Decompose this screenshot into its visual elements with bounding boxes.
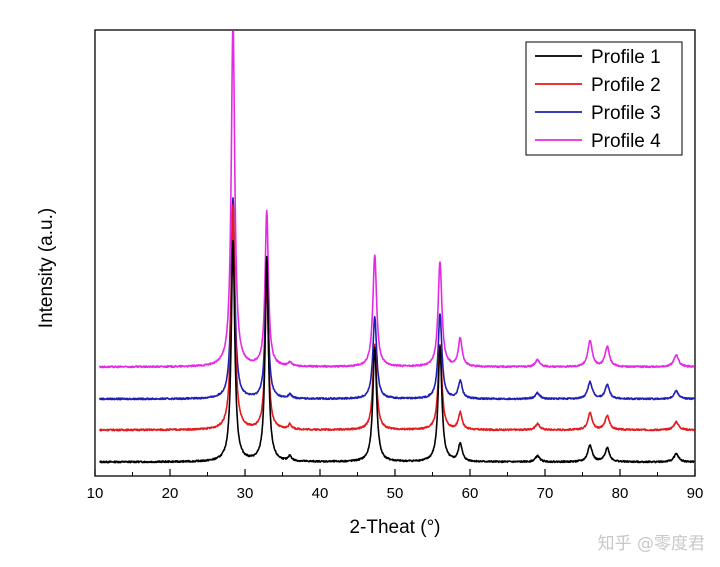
x-tick-label-60: 60 [462, 485, 479, 502]
x-tick-label-70: 70 [537, 485, 554, 502]
series-line-4 [98, 30, 695, 369]
series-line-1 [99, 239, 695, 464]
x-tick-label-30: 30 [237, 485, 254, 502]
legend: Profile 1 Profile 2 Profile 3 Profile 4 [525, 41, 683, 156]
x-axis: 10 20 30 40 50 60 70 80 90 [87, 469, 704, 502]
x-tick-label-20: 20 [162, 485, 179, 502]
series-layer [98, 30, 696, 464]
x-tick-label-90: 90 [687, 485, 704, 502]
watermark-text: 知乎 @零度君 [598, 534, 705, 554]
legend-label-3: Profile 3 [591, 103, 661, 124]
y-axis-title: Intensity (a.u.) [36, 208, 57, 328]
legend-label-1: Profile 1 [591, 47, 661, 68]
x-axis-title: 2-Theat (°) [349, 517, 440, 538]
x-tick-label-80: 80 [612, 485, 629, 502]
legend-label-2: Profile 2 [591, 75, 661, 96]
legend-label-4: Profile 4 [591, 131, 661, 152]
x-tick-label-50: 50 [387, 485, 404, 502]
legend-box [525, 41, 683, 156]
x-tick-label-40: 40 [312, 485, 329, 502]
legend-items: Profile 1 Profile 2 Profile 3 Profile 4 [535, 47, 661, 152]
x-tick-label-10: 10 [87, 485, 104, 502]
series-line-2 [99, 203, 696, 432]
series-line-3 [98, 197, 695, 401]
